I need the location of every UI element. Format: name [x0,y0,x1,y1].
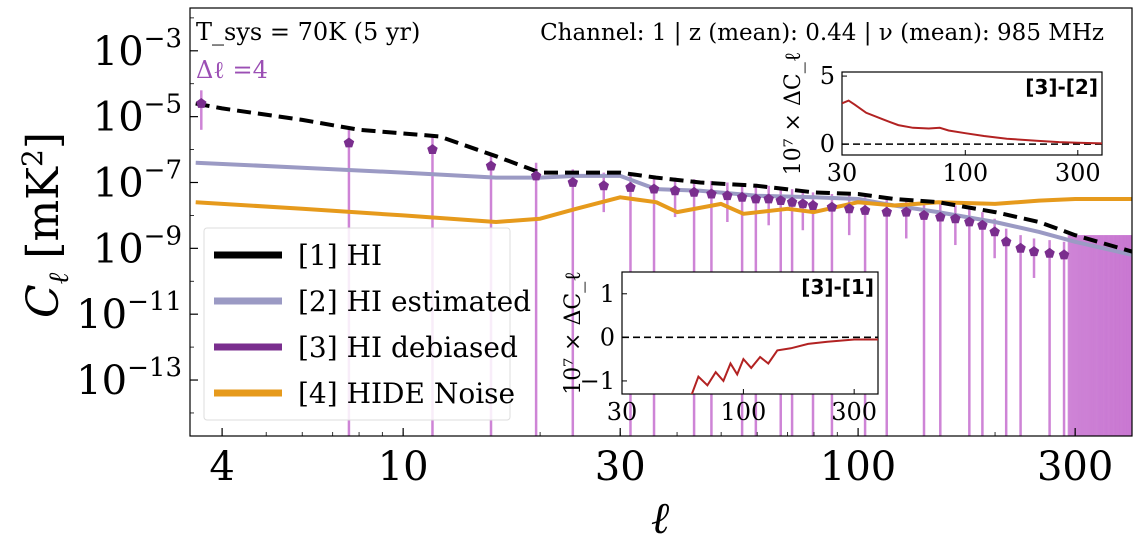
errorbars-hi-debiased [200,90,1132,436]
hi-debiased-marker [722,190,733,201]
hi-debiased-marker [859,205,871,215]
legend-label: [1] HI [298,239,382,272]
y-tick-label: 10−9 [93,221,182,272]
hi-debiased-marker [530,170,542,181]
inset-x-tick-label: 100 [720,398,766,426]
inset-x-tick-label: 100 [942,159,988,187]
hi-debiased-marker [797,198,809,209]
inset-label: [3]-[1] [801,275,874,299]
inset-residual-3-2: 30 100 300 0 5 [3]-[2] 10⁷ × ΔC_ℓ [781,52,1103,187]
y-tick-label: 10−7 [93,155,182,206]
plot-frame [189,7,1133,437]
y-tick-label: 10−11 [76,287,182,338]
hi-debiased-marker [648,183,660,194]
hi-debiased-marker [598,180,609,191]
hi-debiased-marker [763,193,774,204]
legend: [1] HI [2] HI estimated [3] HI debiased [4]… [203,227,531,421]
hi-debiased-marker [750,193,762,204]
hi-debiased-marker [844,203,855,214]
y-tick-label: 10−3 [93,24,182,75]
inset-y-axis-label: 10⁷ × ΔC_ℓ [781,52,806,176]
y-axis-label: Cℓ [mK2] [16,132,75,318]
hi-debiased-marker [977,219,988,230]
hi-debiased-marker [567,177,578,187]
hi-debiased-marker [625,181,636,192]
hi-debiased-marker [427,144,438,154]
inset-y-tick-label: 0 [820,130,835,158]
hi-debiased-marker [1058,249,1070,260]
inset-x-tick-label: 300 [831,398,877,426]
y-tick-label: 10−13 [76,353,182,404]
hi-debiased-marker [918,209,930,220]
hi-debiased-marker [950,213,961,224]
y-ticks: 10−3 10−5 10−7 10−9 10−11 10−13 [76,17,198,414]
hi-debiased-marker [706,188,717,199]
inset-y-tick-label: 0 [600,323,615,351]
hi-debiased-marker [485,160,497,171]
hi-debiased-marker [688,186,700,197]
inset-x-tick-label: 30 [827,159,858,187]
hi-debiased-marker [1015,242,1026,253]
hi-debiased-marker [807,200,819,210]
inset-y-tick-label: 5 [820,62,835,90]
inset-x-tick-label: 30 [607,398,638,426]
x-tick-label: 4 [209,444,234,490]
x-tick-label: 30 [595,444,646,490]
hi-debiased-marker [786,196,798,207]
legend-label: [3] HI debiased [298,331,518,364]
y-tick-label: 10−5 [93,90,182,141]
x-tick-label: 100 [820,444,896,490]
inset-x-tick-label: 300 [1055,159,1101,187]
hi-debiased-marker [1001,236,1012,247]
tsys-annotation: T_sys = 70K (5 yr) [196,18,420,46]
delta-ell-annotation: Δℓ =4 [196,56,268,84]
hi-debiased-marker [1028,246,1040,257]
inset-residual-line [690,338,878,394]
hi-debiased-marker [881,206,892,217]
x-axis-label: ℓ [651,493,670,544]
hi-debiased-marker [989,226,1000,237]
channel-annotation: Channel: 1 | z (mean): 0.44 | ν (mean): … [540,20,1104,46]
hi-debiased-marker [196,98,207,108]
inset-residual-line [842,99,1102,145]
x-tick-label: 10 [378,444,429,490]
legend-label: [2] HI estimated [298,285,531,318]
inset-y-tick-label: 1 [600,280,615,308]
inset-residual-3-1: 30 100 300 −1 0 1 [3]-[1] 10⁷ × ΔC_ℓ [561,271,879,426]
hi-debiased-marker [964,216,975,227]
series-line--1-hi [195,101,1132,254]
hi-debiased-marker [935,211,946,222]
hi-debiased-marker [669,185,681,196]
series-line--4-hide-noise [195,195,1132,224]
inset-y-axis-label: 10⁷ × ΔC_ℓ [561,271,586,395]
hi-debiased-marker [736,191,748,202]
x-tick-label: 300 [1037,444,1113,490]
hi-debiased-marker [826,201,838,212]
hi-debiased-marker [775,195,786,205]
series-layer [195,98,1132,260]
hi-debiased-marker [901,206,912,217]
legend-label: [4] HIDE Noise [298,377,515,410]
hi-debiased-marker [343,137,355,148]
hi-debiased-marker [1044,247,1055,258]
inset-y-tick-label: −1 [580,367,615,395]
inset-frame [621,271,879,395]
x-ticks: 4 10 30 100 300 [209,428,1133,490]
inset-label: [3]-[2] [1025,75,1098,99]
